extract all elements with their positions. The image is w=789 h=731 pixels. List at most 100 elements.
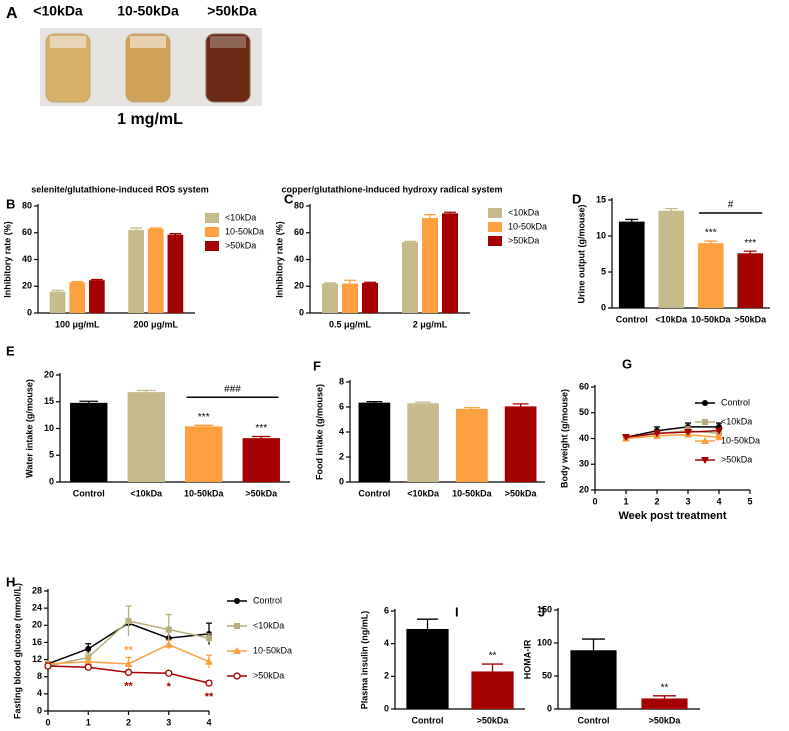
marker (233, 647, 241, 654)
error-bar (404, 240, 416, 243)
error-bar (71, 280, 84, 283)
y-tick-label: 50 (542, 670, 552, 680)
marker (234, 598, 240, 604)
x-tick-label: Control (412, 715, 444, 725)
error-bar (512, 403, 529, 409)
y-tick-label: 40 (22, 254, 32, 264)
y-axis-label: Plasma insulin (ng/mL) (359, 611, 369, 710)
bar (322, 283, 338, 313)
error-bar (324, 282, 336, 285)
marker (165, 626, 172, 633)
marker (684, 429, 692, 437)
x-axis-label: Week post treatment (619, 510, 727, 522)
panel-label: G (622, 356, 632, 371)
bar (362, 282, 378, 313)
y-tick-label: 15 (44, 396, 54, 406)
error-bar (416, 618, 439, 639)
bar (407, 403, 439, 482)
y-tick-label: 4 (37, 688, 42, 698)
bar (127, 392, 165, 482)
y-tick-label: 0 (384, 703, 389, 713)
y-tick-label: 8 (339, 376, 344, 386)
marker (85, 645, 92, 652)
y-tick-label: 0 (299, 307, 304, 317)
x-tick-label: 10-50kDa (452, 488, 493, 498)
x-tick-label: 3 (685, 496, 690, 506)
panel-label: C (284, 191, 294, 206)
y-tick-label: 150 (537, 604, 552, 614)
x-tick-label: Control (616, 314, 648, 324)
marker (205, 679, 213, 687)
x-tick-label: 0 (45, 717, 50, 727)
vial-neck (210, 36, 246, 48)
legend-label: 10-50kDa (721, 435, 760, 445)
marker (701, 437, 709, 444)
y-tick-label: 12 (32, 654, 42, 664)
annotation: *** (198, 412, 210, 423)
bar (89, 280, 105, 313)
error-bar (625, 218, 639, 224)
annotation: ** (661, 682, 669, 693)
y-tick-label: 0 (547, 703, 552, 713)
y-tick-label: 6 (339, 401, 344, 411)
x-tick-label: <10kDa (655, 314, 688, 324)
x-tick-label: <10kDa (407, 488, 440, 498)
y-tick-label: 0 (339, 476, 344, 486)
y-tick-label: 20 (579, 484, 589, 494)
x-tick-label: >50kDa (734, 314, 767, 324)
bar (442, 213, 458, 313)
marker (701, 457, 709, 464)
y-tick-label: 10 (596, 230, 606, 240)
legend-swatch (488, 236, 502, 246)
photo-label: >50kDa (207, 3, 257, 19)
chart-title: selenite/glutathione-induced ROS system (31, 184, 209, 194)
legend-label: 10-50kDa (508, 221, 547, 231)
y-tick-label: 30 (579, 459, 589, 469)
legend-label: Control (721, 397, 750, 407)
y-axis-label: Food intake (g/mouse) (314, 384, 324, 480)
x-tick-label: 4 (716, 496, 721, 506)
marker (233, 672, 241, 680)
x-tick-label: 10-50kDa (184, 488, 225, 498)
error-bar (51, 289, 64, 293)
y-axis-label: HOMA-IR (522, 639, 532, 679)
bar (342, 283, 358, 313)
annotation: ** (489, 651, 497, 662)
panel-label: E (6, 343, 15, 358)
y-tick-label: 4 (339, 426, 344, 436)
legend-swatch (205, 227, 219, 237)
legend-swatch (488, 208, 502, 218)
marker (715, 433, 723, 441)
chart-title: copper/glutathione-induced hydroxy radic… (281, 184, 502, 194)
series-line (625, 426, 719, 438)
bar (504, 406, 537, 482)
y-tick-label: 0 (27, 307, 32, 317)
y-tick-label: 40 (579, 433, 589, 443)
marker (124, 668, 133, 677)
marker (206, 635, 212, 642)
y-tick-label: 80 (294, 200, 304, 210)
legend-label: <10kDa (721, 416, 752, 426)
series-line (625, 430, 720, 438)
x-tick-label: 2 (654, 496, 659, 506)
y-axis-label: Inhibitory rate (%) (2, 221, 12, 298)
y-tick-label: 0 (601, 302, 606, 312)
marker (622, 434, 630, 442)
y-tick-label: 8 (37, 671, 42, 681)
y-tick-label: 6 (384, 605, 389, 615)
x-tick-label: 200 μg/mL (133, 319, 178, 329)
bar (358, 402, 391, 482)
x-tick-label: Control (358, 488, 390, 498)
x-tick-label: 100 μg/mL (55, 319, 100, 329)
y-tick-label: 0 (49, 476, 54, 486)
marker (702, 400, 708, 406)
annotation: * (167, 681, 172, 693)
legend-label: <10kDa (225, 212, 256, 222)
x-tick-label: 1 (623, 496, 628, 506)
error-bar (481, 663, 504, 679)
x-tick-label: 0.5 μg/mL (329, 319, 372, 329)
x-tick-label: >50kDa (649, 715, 682, 725)
x-tick-label: 4 (206, 717, 211, 727)
marker (44, 662, 52, 670)
